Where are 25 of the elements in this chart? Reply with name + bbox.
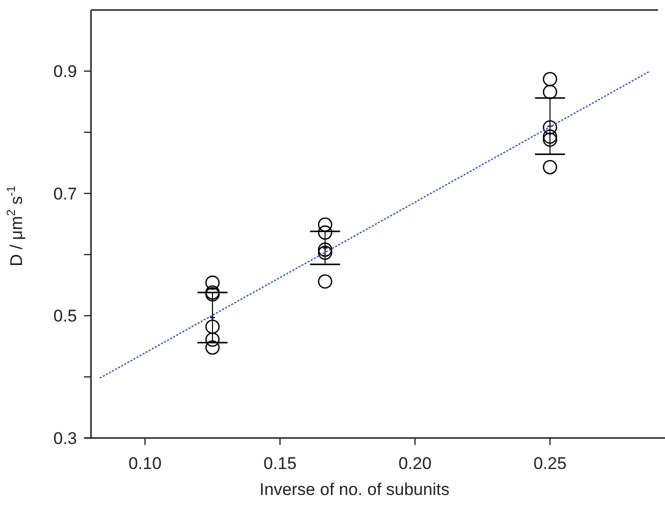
point (205, 320, 220, 334)
x-axis-title: Inverse of no. of subunits (260, 480, 450, 499)
point (542, 84, 558, 100)
point (205, 340, 220, 355)
point (542, 72, 558, 86)
point (542, 120, 558, 135)
point (318, 217, 332, 232)
point (318, 225, 332, 240)
x-tick-label: 0.25 (533, 454, 567, 473)
point (318, 274, 332, 289)
point (318, 242, 332, 257)
point (205, 332, 220, 347)
y-tick-label: 0.7 (53, 184, 77, 204)
point (542, 132, 558, 147)
x-tick-label: 0.10 (128, 454, 162, 473)
y-tick-label: 0.3 (53, 428, 77, 448)
y-tick-label: 0.5 (53, 306, 77, 326)
point (205, 276, 220, 290)
point (542, 160, 558, 174)
point (209, 314, 216, 321)
x-tick-label: 0.15 (263, 454, 297, 473)
point (318, 246, 332, 260)
x-tick-label: 0.20 (398, 454, 432, 473)
point (542, 129, 558, 144)
y-tick-label: 0.9 (53, 62, 77, 82)
